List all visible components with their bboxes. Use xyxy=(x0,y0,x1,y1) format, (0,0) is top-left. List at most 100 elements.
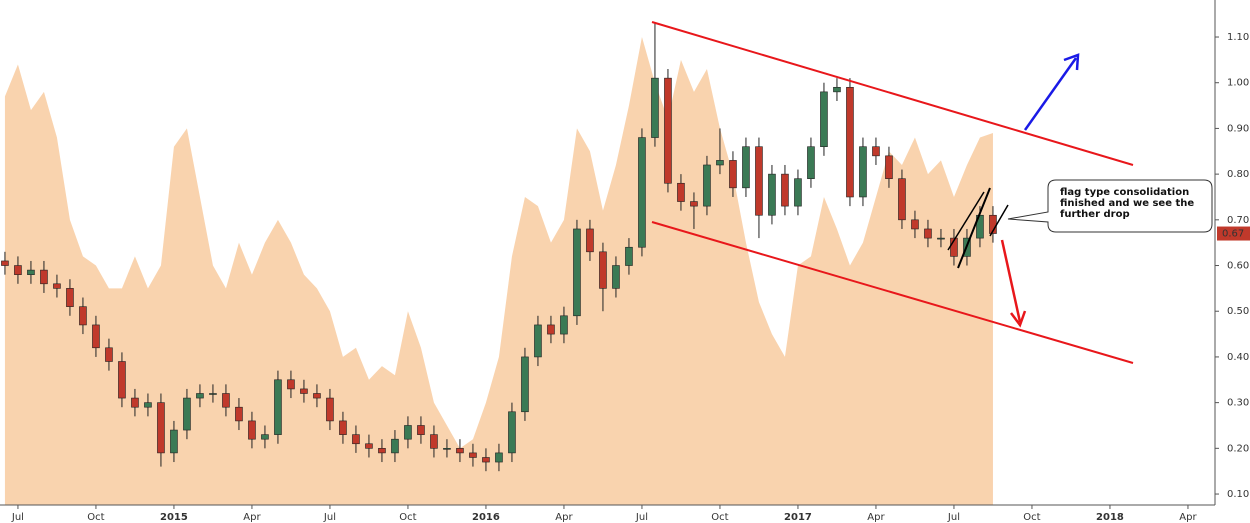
candle-body xyxy=(1,260,9,266)
lower-channel-line xyxy=(651,221,1134,364)
candle-body xyxy=(885,155,893,179)
candle-body xyxy=(677,182,685,202)
y-tick-label: 0.70 xyxy=(1227,215,1249,226)
candle-body xyxy=(261,434,269,440)
trend-lines xyxy=(651,21,1134,364)
upper-channel-line xyxy=(651,21,1134,166)
x-tick-label: Apr xyxy=(243,512,261,523)
candle-body xyxy=(326,397,334,422)
candle-body xyxy=(248,420,256,440)
y-tick-label: 0.20 xyxy=(1227,443,1249,454)
y-tick-label: 0.50 xyxy=(1227,306,1249,317)
candle-body xyxy=(781,173,789,207)
candle-body xyxy=(898,178,906,221)
candle-body xyxy=(742,146,750,189)
candle-body xyxy=(443,448,451,450)
candle-body xyxy=(183,397,191,431)
callout-text: flag type consolidation xyxy=(1060,187,1189,198)
candle-body xyxy=(352,434,360,445)
candle-body xyxy=(794,178,802,207)
x-tick-label: Jul xyxy=(11,512,24,523)
candle-body xyxy=(222,393,230,408)
x-tick-label: Jul xyxy=(323,512,336,523)
candle-body xyxy=(209,393,217,395)
y-tick-label: 0.10 xyxy=(1227,489,1249,500)
candle-body xyxy=(612,265,620,289)
area xyxy=(4,37,993,506)
x-tick-label: 2017 xyxy=(784,512,812,523)
candle-body xyxy=(378,448,386,454)
x-tick-label: Jul xyxy=(635,512,648,523)
callout-box xyxy=(1007,179,1213,233)
candle-body xyxy=(287,379,295,390)
candle-body xyxy=(846,86,854,198)
candle-body xyxy=(417,425,425,435)
candle-body xyxy=(560,315,568,335)
candle-body xyxy=(820,91,828,148)
candle-body xyxy=(40,269,48,285)
candle-body xyxy=(313,393,321,399)
candle-body xyxy=(638,137,646,248)
x-tick-label: Apr xyxy=(1179,512,1197,523)
candle-body xyxy=(404,425,412,440)
x-tick-label: Apr xyxy=(555,512,573,523)
candle-body xyxy=(833,86,841,93)
candle-body xyxy=(768,173,776,216)
candle-body xyxy=(300,388,308,394)
y-tick-label: 0.40 xyxy=(1227,352,1249,363)
blue-arrow-head xyxy=(1063,53,1080,71)
candle-body xyxy=(482,457,490,463)
y-tick-label: 0.80 xyxy=(1227,169,1249,180)
candle-body xyxy=(27,269,35,275)
candle-body xyxy=(469,452,477,458)
flag-line xyxy=(989,204,1009,237)
x-tick-label: 2015 xyxy=(160,512,188,523)
x-tick-label: 2016 xyxy=(472,512,500,523)
candle-body xyxy=(924,228,932,239)
x-tick-label: Apr xyxy=(867,512,885,523)
x-tick-label: Jul xyxy=(947,512,960,523)
candle-body xyxy=(859,146,867,198)
candle-body xyxy=(755,146,763,216)
candle-body xyxy=(729,160,737,189)
callout: flag type consolidation finished and we … xyxy=(1007,179,1213,233)
flag-line xyxy=(957,187,991,269)
candle-body xyxy=(937,237,945,240)
candle-body xyxy=(586,228,594,253)
candle-body xyxy=(599,251,607,289)
candle-body xyxy=(521,356,529,413)
candle-body xyxy=(196,393,204,399)
x-tick-label: Oct xyxy=(399,512,416,523)
candle-body xyxy=(53,283,61,289)
candle-body xyxy=(495,452,503,463)
x-tick-label: Oct xyxy=(711,512,728,523)
candle-body xyxy=(144,402,152,408)
y-tick-label: 0.60 xyxy=(1227,261,1249,272)
candle-body xyxy=(339,420,347,435)
x-tick-label: 2018 xyxy=(1096,512,1124,523)
candle-body xyxy=(391,438,399,454)
x-tick-label: Oct xyxy=(87,512,104,523)
red-arrow xyxy=(1000,239,1022,323)
candle-body xyxy=(716,160,724,166)
candle-body xyxy=(911,219,919,230)
plot-area xyxy=(1,23,997,506)
callout-text: finished and we see the xyxy=(1060,198,1194,209)
blue-arrow xyxy=(1023,57,1078,131)
candle-body xyxy=(807,146,815,179)
candle-body xyxy=(365,443,373,449)
candle-body xyxy=(430,434,438,449)
price-tag xyxy=(1217,226,1250,241)
y-tick-label: 1.10 xyxy=(1227,32,1249,43)
candle-body xyxy=(573,228,581,317)
candle-body xyxy=(508,411,516,454)
callout-text: further drop xyxy=(1060,209,1130,220)
red-arrow-head xyxy=(1010,310,1027,328)
candle-body xyxy=(14,265,22,275)
candle-body xyxy=(157,402,165,454)
candle-body xyxy=(651,77,659,138)
candle-body xyxy=(92,324,100,349)
candle-body xyxy=(79,306,87,326)
candle-body xyxy=(625,246,633,266)
